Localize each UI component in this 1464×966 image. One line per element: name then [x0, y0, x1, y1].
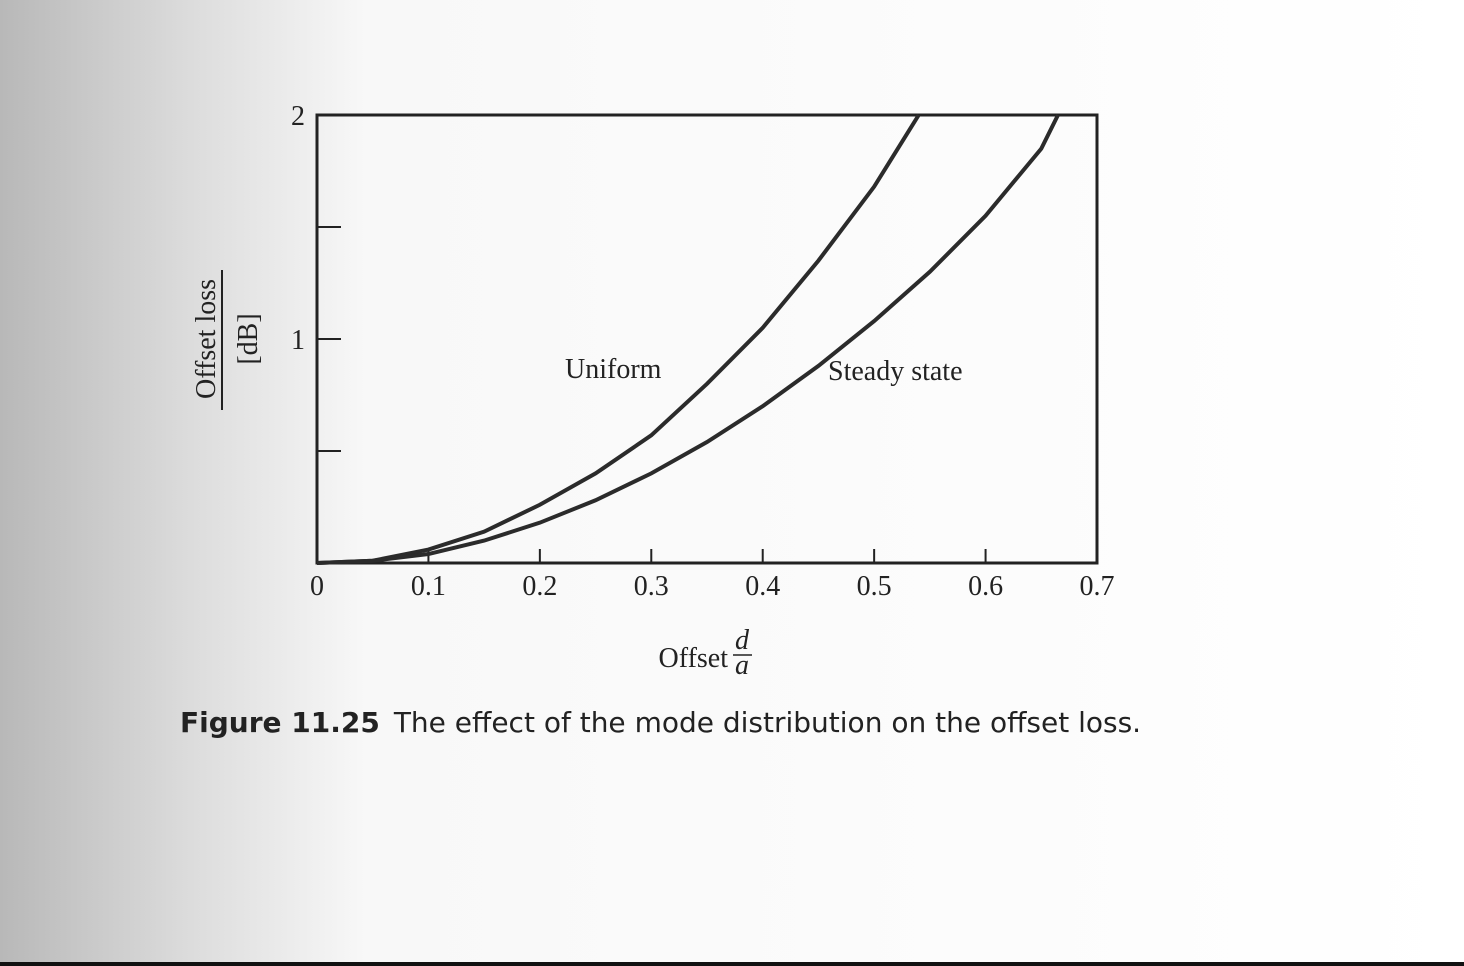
y-tick-label: 2: [291, 101, 305, 132]
x-label: Offset: [659, 643, 729, 674]
x-tick-label: 0.3: [634, 571, 669, 602]
x-label-numerator: d: [735, 625, 750, 656]
line-series: [316, 113, 921, 565]
y-axis-label: Offset loss [dB]: [191, 270, 264, 410]
series-label: Steady state: [828, 356, 963, 387]
x-tick-label: 0.2: [522, 571, 557, 602]
x-axis-label: Offset d a: [659, 625, 752, 681]
x-label-denominator: a: [735, 650, 749, 681]
caption: Figure 11.25 The effect of the mode distr…: [180, 706, 1141, 739]
caption-text: The effect of the mode distribution on t…: [393, 706, 1141, 739]
caption-label: Figure 11.25: [180, 706, 380, 739]
line-series: [316, 114, 1060, 565]
series-label: Uniform: [565, 354, 662, 385]
y-tick-label: 1: [291, 325, 305, 356]
scan-edge: [0, 962, 1464, 966]
x-tick-label: 0.5: [857, 571, 892, 602]
x-tick-label: 0.6: [968, 571, 1003, 602]
x-tick-label: 0.7: [1080, 571, 1115, 602]
x-tick-label: 0.4: [745, 571, 780, 602]
x-tick-label: 0: [310, 571, 324, 602]
y-unit: [dB]: [233, 313, 264, 364]
x-tick-label: 0.1: [411, 571, 446, 602]
y-label: Offset loss: [191, 279, 222, 399]
